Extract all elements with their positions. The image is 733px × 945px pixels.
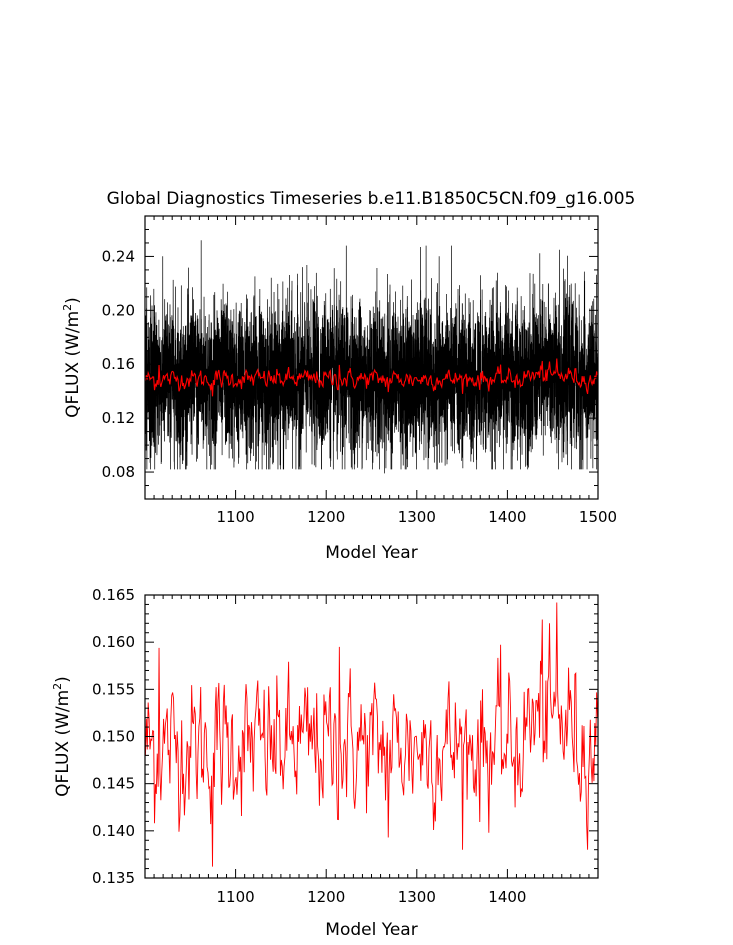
x-axis-title: Model Year — [325, 920, 417, 940]
y-tick-label: 0.16 — [102, 355, 135, 373]
x-tick-label: 1500 — [579, 508, 617, 526]
y-tick-label: 0.12 — [102, 409, 135, 427]
y-tick-label: 0.150 — [92, 728, 135, 746]
x-tick-label: 1200 — [307, 888, 345, 906]
y-tick-label: 0.145 — [92, 775, 135, 793]
y-tick-label: 0.20 — [102, 301, 135, 319]
x-tick-label: 1100 — [217, 888, 255, 906]
annual-mean-series-line — [145, 602, 598, 867]
x-tick-label: 1200 — [307, 508, 345, 526]
plot-area — [145, 602, 598, 867]
y-tick-label: 0.24 — [102, 247, 135, 265]
x-axis-title: Model Year — [325, 543, 417, 563]
x-tick-label: 1400 — [488, 508, 526, 526]
timeseries-panel-top: 1100 1200 1300 1400 1500 0.08 0.12 0.16 0.20 0.24… — [61, 215, 617, 563]
y-tick-label: 0.135 — [92, 869, 135, 887]
timeseries-panel-bottom: 1100 1200 1300 1400 0.135 0.140 0.145 0.150 0.15… — [51, 586, 599, 940]
plot-area — [145, 240, 598, 474]
monthly-series-line — [145, 240, 598, 474]
figure-title: Global Diagnostics Timeseries b.e11.B185… — [107, 189, 636, 209]
y-tick-label: 0.160 — [92, 633, 135, 651]
annual-mean-series-line — [145, 358, 598, 397]
y-tick-label: 0.155 — [92, 680, 135, 698]
y-tick-label: 0.08 — [102, 463, 135, 481]
x-tick-label: 1100 — [217, 508, 255, 526]
y-axis-title: QFLUX (W/m2) — [51, 676, 73, 797]
y-tick-label: 0.140 — [92, 822, 135, 840]
y-axis-title: QFLUX (W/m2) — [61, 297, 83, 418]
x-tick-label: 1400 — [488, 888, 526, 906]
y-tick-label: 0.165 — [92, 586, 135, 604]
x-tick-label: 1300 — [398, 888, 436, 906]
x-tick-label: 1300 — [398, 508, 436, 526]
